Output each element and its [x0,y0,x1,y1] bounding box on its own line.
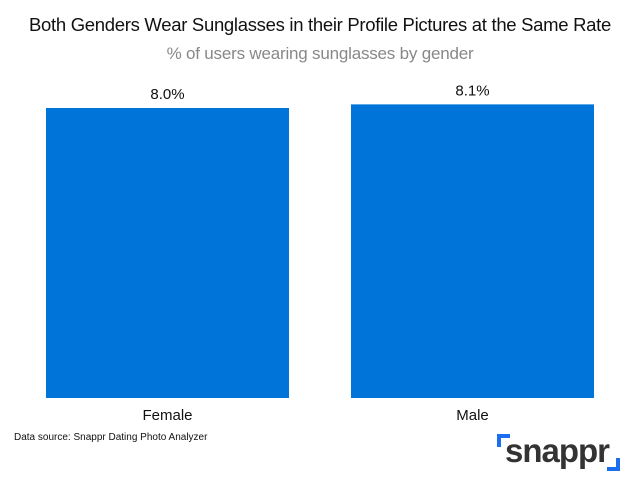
bar-male [351,104,594,398]
logo-bracket-top [497,434,510,447]
bar-chart: 8.0% Female 8.1% Male [46,82,594,424]
snappr-logo: snappr [495,432,625,472]
data-source: Data source: Snappr Dating Photo Analyze… [14,432,208,443]
category-label-male: Male [456,407,489,424]
data-label-female: 8.0% [150,86,184,103]
bar-female [46,108,289,398]
category-label-female: Female [142,407,192,424]
logo-bracket-bottom [607,458,620,471]
chart-subtitle: % of users wearing sunglasses by gender [166,44,474,63]
data-label-male: 8.1% [455,82,489,99]
chart-title: Both Genders Wear Sunglasses in their Pr… [29,14,611,35]
logo-text: snappr [505,432,610,469]
